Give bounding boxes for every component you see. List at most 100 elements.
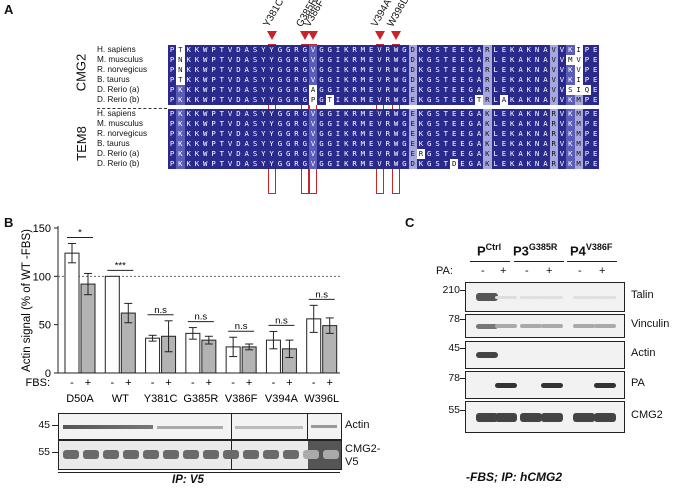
residue: G: [275, 109, 285, 119]
residue: G: [317, 109, 326, 119]
residue: E: [408, 95, 417, 105]
residue: E: [450, 119, 459, 129]
mw-marker: 78: [448, 372, 460, 384]
residue: P: [168, 85, 177, 95]
residue: A: [242, 55, 251, 65]
residue: K: [508, 109, 517, 119]
residue: V: [309, 149, 318, 159]
significance-label: n.s: [195, 312, 208, 323]
residue: E: [450, 95, 459, 105]
pa-sign: -: [481, 265, 485, 277]
residue: G: [325, 45, 334, 55]
residue: G: [400, 129, 409, 139]
residue: R: [483, 85, 492, 95]
residue: K: [508, 95, 517, 105]
residue: R: [350, 149, 359, 159]
residue: K: [342, 149, 351, 159]
band: [520, 295, 542, 299]
residue: E: [499, 119, 509, 129]
residue: T: [217, 109, 227, 119]
blot-vinculin: [465, 314, 625, 338]
residue: K: [566, 109, 575, 119]
residue: G: [317, 45, 326, 55]
residue: S: [250, 129, 260, 139]
residue: W: [201, 65, 210, 75]
residue: L: [491, 159, 500, 169]
residue: A: [516, 129, 525, 139]
residue: R: [549, 139, 558, 149]
pa-sign: -: [525, 265, 529, 277]
residue: T: [441, 95, 451, 105]
residue: L: [491, 95, 500, 105]
cmg2-v5-blot-b: [58, 440, 342, 470]
fbs-sign: -: [272, 377, 276, 389]
residue: S: [433, 95, 442, 105]
residue: R: [350, 95, 359, 105]
band: [476, 293, 498, 301]
residue: S: [433, 65, 442, 75]
residue: R: [292, 65, 301, 75]
residue: G: [466, 55, 475, 65]
residue: E: [367, 139, 376, 149]
residue: K: [416, 159, 426, 169]
residue: S: [250, 75, 260, 85]
residue: E: [458, 45, 467, 55]
residue: M: [358, 55, 368, 65]
residue: P: [209, 45, 218, 55]
residue: A: [474, 85, 484, 95]
residue: G: [300, 65, 310, 75]
residue: S: [433, 139, 442, 149]
residue: K: [192, 75, 202, 85]
residue: G: [325, 159, 334, 169]
residue: V: [375, 45, 384, 55]
band: [541, 295, 563, 299]
fbs-sign: +: [206, 377, 212, 389]
residue: M: [358, 119, 368, 129]
residue: E: [367, 129, 376, 139]
cmg2-band: [63, 450, 79, 459]
residue: G: [284, 139, 293, 149]
residue: A: [474, 75, 484, 85]
residue: P: [209, 129, 218, 139]
residue: G: [425, 139, 434, 149]
residue: G: [400, 85, 409, 95]
band: [476, 412, 498, 422]
residue: W: [201, 119, 210, 129]
residue: G: [466, 85, 475, 95]
residue: R: [292, 45, 301, 55]
residue: I: [333, 159, 343, 169]
bar: [104, 275, 120, 374]
bar: [145, 337, 161, 374]
residue: G: [275, 55, 285, 65]
residue: G: [425, 75, 434, 85]
panel-c-label: C: [405, 215, 415, 230]
residue: R: [383, 119, 393, 129]
residue: A: [541, 95, 550, 105]
residue: E: [408, 119, 417, 129]
residue: P: [168, 139, 177, 149]
x-category-label: W396L: [304, 393, 339, 405]
residue: P: [209, 65, 218, 75]
mutation-arrow: [299, 31, 310, 40]
residue: R: [483, 75, 492, 85]
residue: E: [450, 85, 459, 95]
residue: G: [284, 75, 293, 85]
residue: G: [325, 139, 334, 149]
cmg2-band: [103, 450, 119, 459]
bar: [64, 252, 80, 374]
residue: G: [400, 45, 409, 55]
residue: W: [392, 159, 401, 169]
residue: D: [450, 159, 459, 169]
band: [495, 382, 517, 388]
residue: K: [524, 45, 534, 55]
residue: K: [184, 85, 193, 95]
residue: V: [375, 109, 384, 119]
residue: G: [325, 119, 334, 129]
residue: W: [392, 65, 401, 75]
residue: G: [284, 65, 293, 75]
residue: G: [466, 139, 475, 149]
residue: K: [524, 65, 534, 75]
residue: P: [168, 95, 177, 105]
blot-label: Vinculin: [631, 318, 670, 330]
